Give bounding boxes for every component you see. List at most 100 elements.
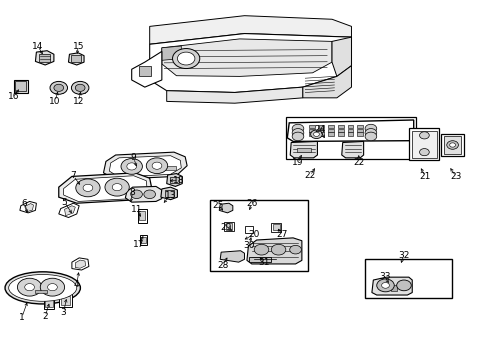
- Bar: [357, 129, 363, 132]
- Circle shape: [291, 124, 303, 133]
- Circle shape: [419, 132, 428, 139]
- Ellipse shape: [9, 274, 77, 301]
- Text: 9: 9: [130, 153, 136, 162]
- Polygon shape: [220, 251, 244, 262]
- Bar: [224, 222, 233, 231]
- Text: 25: 25: [212, 201, 224, 210]
- Bar: [308, 132, 314, 136]
- Circle shape: [177, 52, 195, 65]
- Text: 11: 11: [131, 205, 142, 214]
- Bar: [318, 125, 324, 128]
- Text: 22: 22: [304, 171, 315, 180]
- Circle shape: [291, 132, 303, 141]
- Bar: [140, 235, 147, 245]
- Bar: [76, 90, 84, 93]
- Circle shape: [126, 163, 136, 170]
- Bar: [357, 132, 363, 136]
- Text: 10: 10: [49, 97, 61, 106]
- Bar: [141, 237, 145, 243]
- Text: 8: 8: [129, 188, 135, 197]
- Bar: [35, 290, 47, 293]
- Text: 5: 5: [61, 198, 67, 207]
- Polygon shape: [149, 33, 351, 93]
- Polygon shape: [331, 37, 351, 76]
- Circle shape: [76, 179, 100, 197]
- Text: 29: 29: [220, 222, 231, 231]
- Bar: [390, 285, 396, 291]
- Bar: [347, 129, 353, 132]
- Circle shape: [449, 143, 455, 147]
- Bar: [71, 55, 81, 62]
- Bar: [365, 258, 451, 298]
- Polygon shape: [35, 51, 54, 65]
- Text: 18: 18: [173, 176, 184, 185]
- Polygon shape: [125, 186, 162, 202]
- Circle shape: [365, 132, 376, 141]
- Bar: [164, 190, 173, 197]
- Polygon shape: [371, 277, 411, 295]
- Bar: [357, 125, 363, 128]
- Bar: [296, 148, 310, 152]
- Text: 22: 22: [352, 158, 364, 167]
- Bar: [139, 211, 145, 220]
- Text: 20: 20: [248, 230, 260, 239]
- Text: 15: 15: [72, 41, 84, 50]
- Circle shape: [381, 283, 388, 288]
- Bar: [61, 296, 70, 305]
- Bar: [131, 188, 143, 192]
- Text: 12: 12: [72, 97, 84, 106]
- Bar: [347, 132, 353, 136]
- Text: 19: 19: [292, 158, 303, 167]
- Polygon shape: [25, 203, 33, 212]
- Text: 2: 2: [42, 312, 48, 321]
- Bar: [14, 80, 28, 93]
- Text: 14: 14: [32, 41, 43, 50]
- Circle shape: [50, 81, 67, 94]
- Text: 4: 4: [74, 280, 80, 289]
- Bar: [272, 224, 279, 230]
- Polygon shape: [59, 203, 79, 217]
- Polygon shape: [289, 141, 317, 158]
- Bar: [170, 177, 179, 183]
- Text: 6: 6: [22, 199, 27, 208]
- Polygon shape: [109, 156, 181, 177]
- Circle shape: [172, 49, 200, 68]
- Polygon shape: [72, 258, 89, 270]
- Bar: [443, 136, 460, 154]
- Circle shape: [254, 244, 268, 255]
- Polygon shape: [75, 260, 85, 268]
- Bar: [337, 129, 343, 132]
- Circle shape: [376, 279, 393, 292]
- Bar: [347, 125, 353, 128]
- Polygon shape: [131, 51, 162, 87]
- Polygon shape: [302, 66, 351, 98]
- Polygon shape: [166, 174, 182, 186]
- Bar: [162, 166, 176, 170]
- Text: 26: 26: [245, 199, 257, 208]
- Circle shape: [121, 158, 142, 174]
- Bar: [318, 132, 324, 136]
- Polygon shape: [161, 187, 177, 200]
- Bar: [337, 125, 343, 128]
- Polygon shape: [63, 176, 147, 202]
- Circle shape: [419, 149, 428, 156]
- Circle shape: [291, 129, 303, 137]
- Circle shape: [446, 141, 458, 149]
- Circle shape: [271, 244, 285, 255]
- Bar: [60, 294, 72, 307]
- Bar: [440, 134, 463, 156]
- Bar: [318, 129, 324, 132]
- Circle shape: [18, 278, 41, 296]
- Circle shape: [130, 190, 142, 199]
- Circle shape: [313, 132, 319, 136]
- Text: 24: 24: [314, 126, 325, 135]
- Polygon shape: [341, 141, 363, 158]
- Circle shape: [146, 158, 167, 174]
- Bar: [138, 209, 146, 222]
- Circle shape: [365, 124, 376, 133]
- Bar: [308, 125, 314, 128]
- Polygon shape: [59, 173, 152, 203]
- Circle shape: [40, 278, 64, 296]
- Circle shape: [71, 81, 89, 94]
- Polygon shape: [68, 53, 84, 65]
